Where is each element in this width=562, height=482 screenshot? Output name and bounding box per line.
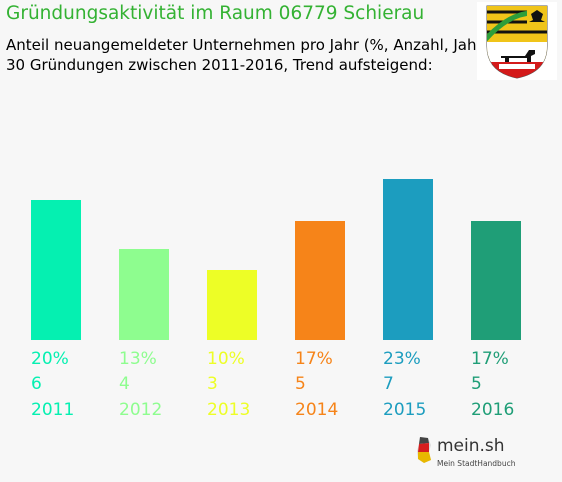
count-label-2012: 4 bbox=[119, 374, 130, 394]
percent-label-2013: 10% bbox=[207, 349, 245, 369]
percent-label-2015: 23% bbox=[383, 349, 421, 369]
subtitle-line-2: 30 Gründungen zwischen 2011-2016, Trend … bbox=[6, 56, 433, 74]
count-label-2013: 3 bbox=[207, 374, 218, 394]
chart-title: Gründungsaktivität im Raum 06779 Schiera… bbox=[6, 3, 425, 24]
year-label-2012: 2012 bbox=[119, 400, 162, 420]
count-label-2016: 5 bbox=[471, 374, 482, 394]
bar-2015 bbox=[383, 179, 433, 340]
chart-subtitle: Anteil neuangemeldeter Unternehmen pro J… bbox=[6, 35, 489, 75]
count-label-2015: 7 bbox=[383, 374, 394, 394]
percent-label-2011: 20% bbox=[31, 349, 69, 369]
logo-name: mein.sh bbox=[437, 436, 505, 456]
percent-label-2012: 13% bbox=[119, 349, 157, 369]
year-label-2011: 2011 bbox=[31, 400, 74, 420]
subtitle-line-1: Anteil neuangemeldeter Unternehmen pro J… bbox=[6, 36, 489, 54]
bar-2013 bbox=[207, 270, 257, 340]
count-label-2011: 6 bbox=[31, 374, 42, 394]
year-label-2014: 2014 bbox=[295, 400, 338, 420]
year-label-2016: 2016 bbox=[471, 400, 514, 420]
bar-2012 bbox=[119, 249, 169, 340]
saxony-anhalt-coat-of-arms-icon bbox=[477, 2, 557, 80]
bar-2011 bbox=[31, 200, 81, 340]
bar-2014 bbox=[295, 221, 345, 340]
percent-label-2016: 17% bbox=[471, 349, 509, 369]
year-label-2015: 2015 bbox=[383, 400, 426, 420]
mein-sh-logo: mein.sh Mein StadtHandbuch bbox=[414, 433, 524, 473]
logo-tagline: Mein StadtHandbuch bbox=[437, 459, 516, 468]
bar-2016 bbox=[471, 221, 521, 340]
count-label-2014: 5 bbox=[295, 374, 306, 394]
percent-label-2014: 17% bbox=[295, 349, 333, 369]
year-label-2013: 2013 bbox=[207, 400, 250, 420]
germany-map-icon bbox=[417, 437, 431, 463]
